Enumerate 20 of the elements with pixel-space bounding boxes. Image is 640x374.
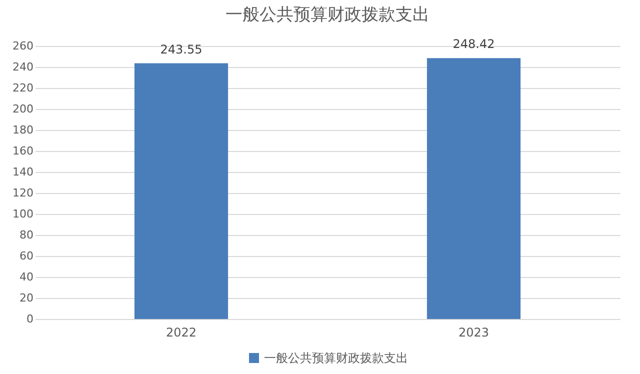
x-tick-label: 2022 — [166, 326, 197, 340]
y-tick-label: 140 — [12, 166, 34, 178]
y-tick-label: 220 — [12, 82, 34, 94]
y-tick-label: 100 — [12, 208, 34, 220]
y-tick-label: 40 — [20, 270, 34, 284]
y-tick-label: 20 — [20, 292, 34, 304]
y-tick-label: 240 — [12, 60, 34, 74]
y-tick-label: 260 — [12, 40, 34, 52]
y-tick-label: 0 — [26, 312, 34, 326]
y-tick-label: 60 — [20, 250, 34, 262]
x-tick-label: 2023 — [458, 326, 490, 340]
y-tick-label: 200 — [12, 102, 34, 116]
y-tick-label: 80 — [20, 228, 34, 242]
y-tick-label: 160 — [12, 144, 34, 158]
chart-title: 一般公共预算财政拨款支出 — [226, 5, 430, 26]
y-tick-label: 120 — [12, 186, 34, 200]
legend-label: 一般公共预算财政拨款支出 — [264, 351, 408, 365]
data-label: 248.42 — [452, 37, 495, 52]
y-tick-label: 180 — [12, 124, 34, 136]
data-label: 243.55 — [160, 42, 202, 56]
